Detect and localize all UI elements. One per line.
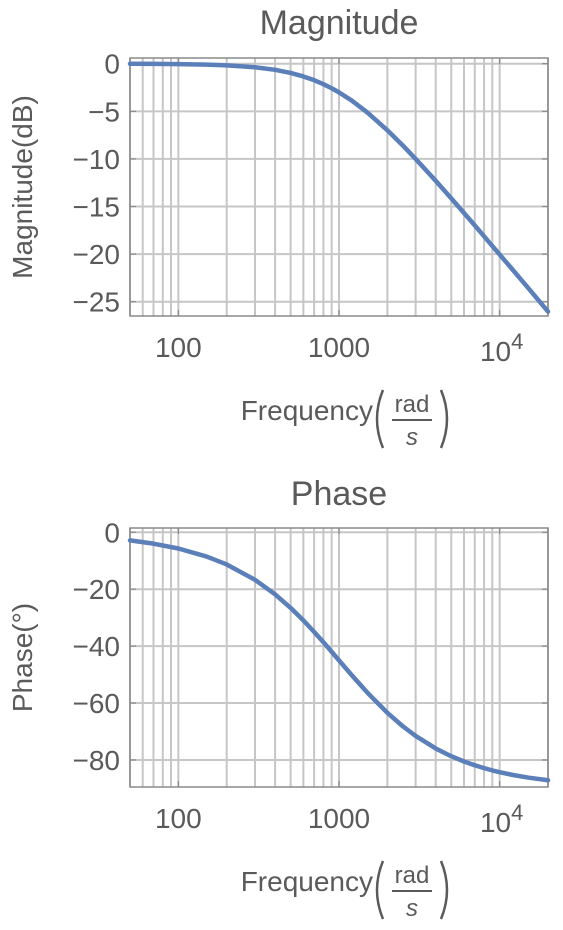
x-tick-label-exponent: 4: [511, 800, 523, 825]
y-tick-label: −20: [73, 239, 121, 270]
x-tick-label: 100: [155, 332, 202, 363]
tick-marks: [130, 58, 548, 316]
y-tick-label: −15: [73, 192, 121, 223]
left-paren: [375, 389, 385, 449]
tick-marks: [130, 528, 548, 787]
y-tick-label: −10: [73, 144, 121, 175]
y-tick-label: −25: [73, 287, 121, 318]
x-axis-label: Frequency rad s: [241, 389, 449, 451]
x-tick-label: 104: [480, 800, 523, 838]
y-tick-label: −5: [88, 96, 120, 127]
y-tick-label: −60: [73, 688, 121, 719]
magnitude-chart: Magnitude 0 −5 −10 −15 −20 −25 100 1000 104 Magnit…: [7, 4, 551, 451]
y-tick-label: −20: [73, 574, 121, 605]
x-unit-denominator: s: [406, 424, 418, 451]
x-axis-label-text: Frequency: [241, 395, 373, 426]
x-axis-label: Frequency rad s: [241, 860, 449, 922]
series-line: [127, 538, 551, 783]
y-tick-label: 0: [104, 517, 120, 548]
right-paren: [439, 860, 449, 920]
x-tick-label-base: 10: [480, 807, 511, 838]
grid: [129, 58, 549, 316]
y-tick-label: −40: [73, 631, 121, 662]
y-tick-label: 0: [104, 49, 120, 80]
x-tick-label: 1000: [308, 803, 370, 834]
chart-title: Phase: [291, 475, 387, 513]
chart-title: Magnitude: [260, 4, 419, 42]
x-unit-denominator: s: [406, 895, 418, 922]
x-tick-label: 100: [155, 803, 202, 834]
x-axis-label-text: Frequency: [241, 866, 373, 897]
x-unit-numerator: rad: [395, 391, 430, 418]
x-tick-label-exponent: 4: [511, 329, 523, 354]
y-axis-label: Phase(°): [7, 603, 38, 712]
x-tick-label: 1000: [308, 332, 370, 363]
series-line: [127, 61, 551, 314]
x-unit-numerator: rad: [395, 862, 430, 889]
right-paren: [439, 389, 449, 449]
phase-chart: Phase 0 −20 −40 −60 −80 100 1000 104 Phase(°) Freq…: [7, 475, 551, 922]
x-tick-label: 104: [480, 329, 523, 367]
left-paren: [375, 860, 385, 920]
x-tick-label-base: 10: [480, 336, 511, 367]
y-tick-label: −80: [73, 745, 121, 776]
y-axis-label: Magnitude(dB): [7, 95, 38, 279]
